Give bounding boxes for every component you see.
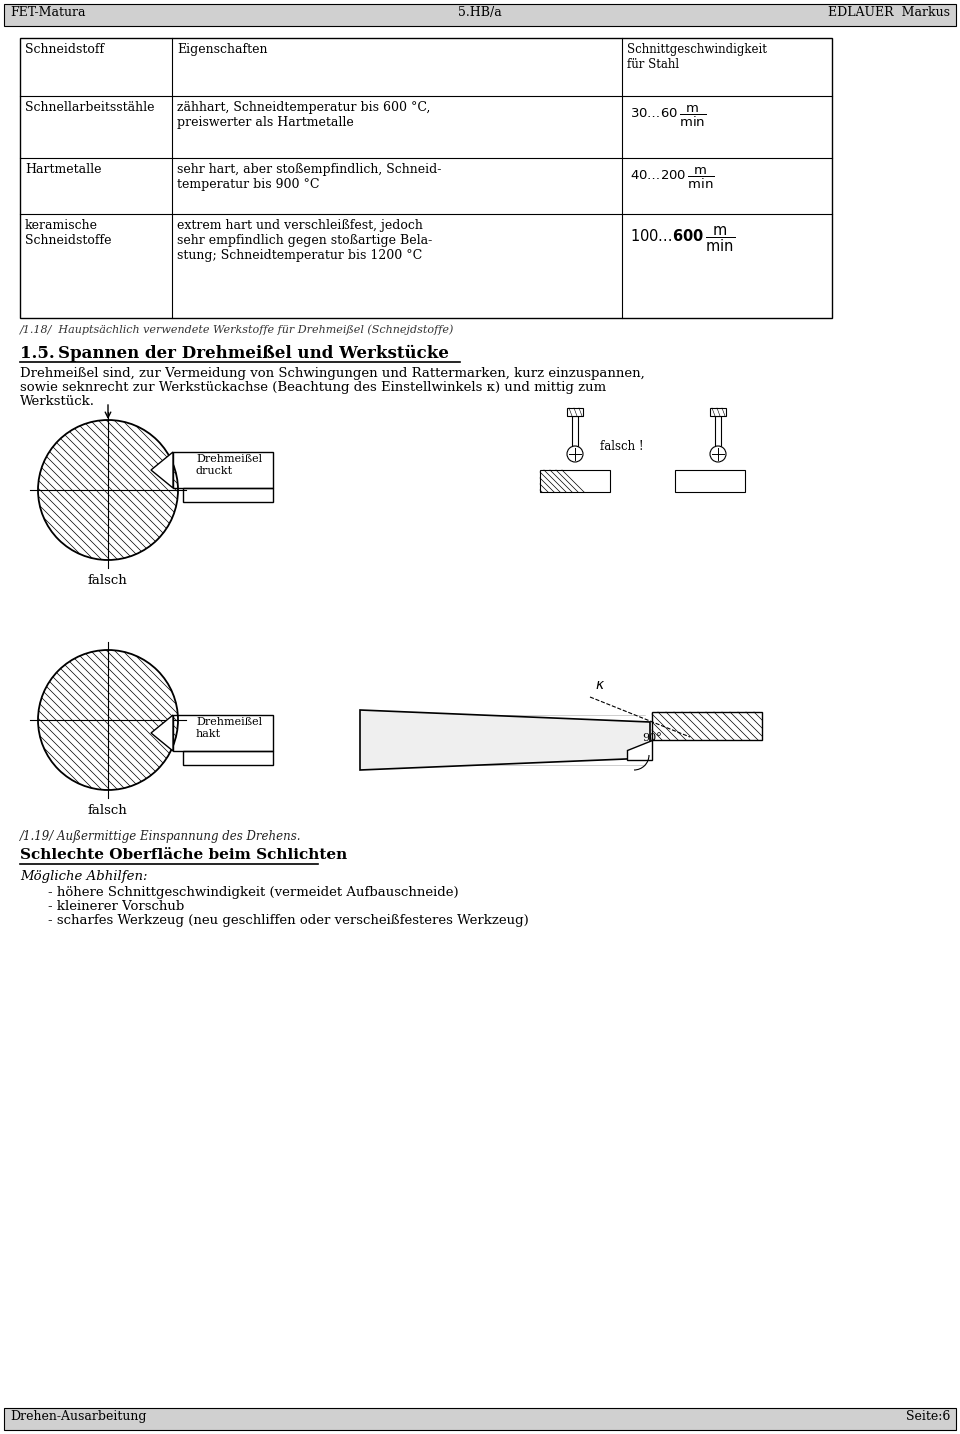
Bar xyxy=(652,713,762,740)
Text: Seite:6: Seite:6 xyxy=(905,1410,950,1423)
Text: EDLAUER  Markus: EDLAUER Markus xyxy=(828,6,950,19)
Bar xyxy=(572,416,578,446)
Text: Drehmeißel: Drehmeißel xyxy=(196,455,262,465)
Bar xyxy=(540,470,610,492)
Text: Mögliche Abhilfen:: Mögliche Abhilfen: xyxy=(20,870,148,883)
Text: FET-Matura: FET-Matura xyxy=(10,6,85,19)
Text: Schneidstoffe: Schneidstoffe xyxy=(25,234,111,247)
Text: /1.18/  Hauptsächlich verwendete Werkstoffe für Drehmeißel (Schnejdstoffe): /1.18/ Hauptsächlich verwendete Werkstof… xyxy=(20,324,454,334)
Circle shape xyxy=(710,446,726,462)
Text: 90°: 90° xyxy=(642,733,661,743)
Circle shape xyxy=(567,446,583,462)
Bar xyxy=(4,1408,956,1430)
Text: $100 \ldots \mathbf{600}\,\dfrac{\mathrm{m}}{\mathrm{min}}$: $100 \ldots \mathbf{600}\,\dfrac{\mathrm… xyxy=(630,224,735,254)
Text: sowie seknrecht zur Werkstückachse (Beachtung des Einstellwinkels κ) und mittig : sowie seknrecht zur Werkstückachse (Beac… xyxy=(20,381,606,394)
Bar xyxy=(675,470,745,492)
Bar xyxy=(173,452,273,488)
Text: stung; Schneidtemperatur bis 1200 °C: stung; Schneidtemperatur bis 1200 °C xyxy=(177,250,422,262)
Text: falsch: falsch xyxy=(88,804,128,817)
Bar xyxy=(4,4,956,26)
Text: $\kappa$: $\kappa$ xyxy=(595,678,605,693)
Text: keramische: keramische xyxy=(25,219,98,232)
Text: Schneidstoff: Schneidstoff xyxy=(25,43,104,56)
Bar xyxy=(183,488,273,502)
Text: $30 \ldots 60\,\dfrac{\mathrm{m}}{\mathrm{min}}$: $30 \ldots 60\,\dfrac{\mathrm{m}}{\mathr… xyxy=(630,105,707,129)
Text: - kleinerer Vorschub: - kleinerer Vorschub xyxy=(48,901,184,913)
Text: falsch !: falsch ! xyxy=(600,440,643,453)
Text: 5.HB/a: 5.HB/a xyxy=(458,6,502,19)
Text: Spannen der Drehmeißel und Werkstücke: Spannen der Drehmeißel und Werkstücke xyxy=(58,346,449,363)
Text: preiswerter als Hartmetalle: preiswerter als Hartmetalle xyxy=(177,116,353,129)
Bar xyxy=(20,37,832,318)
Bar xyxy=(567,409,583,416)
Polygon shape xyxy=(627,740,652,760)
Text: sehr hart, aber stoßempfindlich, Schneid-: sehr hart, aber stoßempfindlich, Schneid… xyxy=(177,163,442,176)
Text: /1.19/ Außermittige Einspannung des Drehens.: /1.19/ Außermittige Einspannung des Dreh… xyxy=(20,830,301,843)
Bar xyxy=(173,716,273,751)
Bar xyxy=(710,409,726,416)
Text: - höhere Schnittgeschwindigkeit (vermeidet Aufbauschneide): - höhere Schnittgeschwindigkeit (vermeid… xyxy=(48,886,459,899)
Text: Schlechte Oberfläche beim Schlichten: Schlechte Oberfläche beim Schlichten xyxy=(20,847,348,862)
Text: extrem hart und verschleißfest, jedoch: extrem hart und verschleißfest, jedoch xyxy=(177,219,422,232)
Text: zähhart, Schneidtemperatur bis 600 °C,: zähhart, Schneidtemperatur bis 600 °C, xyxy=(177,100,430,113)
Bar xyxy=(715,416,721,446)
Text: falsch: falsch xyxy=(88,574,128,587)
Text: Drehen-Ausarbeitung: Drehen-Ausarbeitung xyxy=(10,1410,147,1423)
Polygon shape xyxy=(360,710,650,770)
Text: hakt: hakt xyxy=(196,728,221,739)
Polygon shape xyxy=(151,716,173,751)
Text: Drehmeißel sind, zur Vermeidung von Schwingungen und Rattermarken, kurz einzuspa: Drehmeißel sind, zur Vermeidung von Schw… xyxy=(20,367,645,380)
Text: Werkstück.: Werkstück. xyxy=(20,394,95,409)
Bar xyxy=(183,751,273,764)
Text: Schnittgeschwindigkeit: Schnittgeschwindigkeit xyxy=(627,43,767,56)
Text: Hartmetalle: Hartmetalle xyxy=(25,163,102,176)
Text: $40 \ldots 200\,\dfrac{\mathrm{m}}{\mathrm{min}}$: $40 \ldots 200\,\dfrac{\mathrm{m}}{\math… xyxy=(630,166,714,191)
Text: temperatur bis 900 °C: temperatur bis 900 °C xyxy=(177,178,320,191)
Text: druckt: druckt xyxy=(196,466,233,476)
Text: Drehmeißel: Drehmeißel xyxy=(196,717,262,727)
Text: für Stahl: für Stahl xyxy=(627,57,679,72)
Text: - scharfes Werkzeug (neu geschliffen oder verscheißfesteres Werkzeug): - scharfes Werkzeug (neu geschliffen ode… xyxy=(48,913,529,926)
Text: Eigenschaften: Eigenschaften xyxy=(177,43,268,56)
Text: Schnellarbeitsstähle: Schnellarbeitsstähle xyxy=(25,100,155,113)
Text: 1.5.: 1.5. xyxy=(20,346,55,361)
Polygon shape xyxy=(151,452,173,488)
Text: sehr empfindlich gegen stoßartige Bela-: sehr empfindlich gegen stoßartige Bela- xyxy=(177,234,432,247)
